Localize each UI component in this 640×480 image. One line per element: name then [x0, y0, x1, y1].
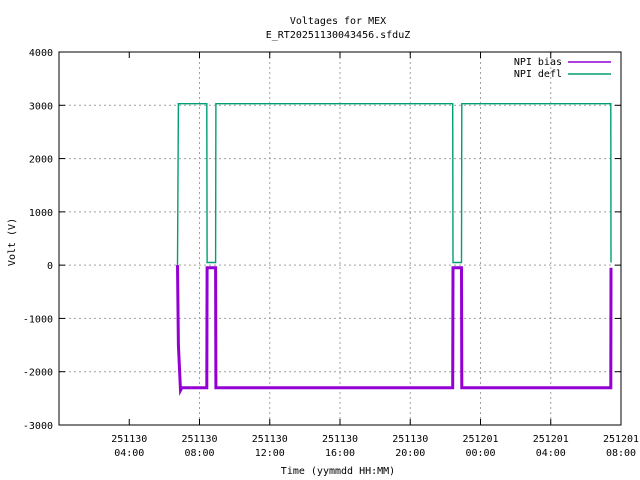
x-tick-time-label: 08:00	[606, 448, 636, 459]
x-tick-date-label: 251130	[322, 434, 358, 445]
legend-label: NPI bias	[514, 57, 562, 68]
series-line-npi-bias	[176, 265, 613, 397]
y-tick-label: 4000	[29, 48, 53, 59]
chart-title: Voltages for MEX	[290, 16, 386, 27]
x-tick-time-label: 08:00	[184, 448, 214, 459]
x-tick-time-label: 04:00	[536, 448, 566, 459]
x-tick-date-label: 251130	[392, 434, 428, 445]
x-tick-date-label: 251130	[181, 434, 217, 445]
legend-label: NPI defl	[514, 69, 562, 80]
chart-subtitle: E_RT20251130043456.sfduZ	[266, 30, 411, 41]
y-tick-label: 3000	[29, 101, 53, 112]
grid-lines	[59, 51, 621, 426]
series-line-npi-defl	[176, 102, 612, 266]
plot-frame	[58, 51, 622, 426]
y-tick-label: 0	[47, 261, 53, 272]
series-lines	[176, 102, 613, 397]
x-tick-time-label: 20:00	[395, 448, 425, 459]
x-tick-time-label: 00:00	[465, 448, 495, 459]
y-axis-label: Volt (V)	[7, 218, 18, 266]
x-tick-time-label: 16:00	[325, 448, 355, 459]
x-tick-date-label: 251201	[603, 434, 639, 445]
x-tick-date-label: 251130	[252, 434, 288, 445]
y-tick-label: 2000	[29, 155, 53, 166]
y-tick-label: -3000	[23, 421, 53, 432]
x-tick-date-label: 251201	[462, 434, 498, 445]
y-tick-label: -2000	[23, 368, 53, 379]
x-tick-date-label: 251201	[533, 434, 569, 445]
x-tick-date-label: 251130	[111, 434, 147, 445]
x-tick-time-label: 12:00	[255, 448, 285, 459]
y-tick-label: -1000	[23, 314, 53, 325]
x-tick-time-label: 04:00	[114, 448, 144, 459]
x-axis-label: Time (yymmdd HH:MM)	[281, 466, 395, 477]
y-tick-label: 1000	[29, 208, 53, 219]
axis-ticks: 4000 3000 2000 1000 0 -1000 -2000 -3000 251130 04…	[23, 48, 639, 459]
